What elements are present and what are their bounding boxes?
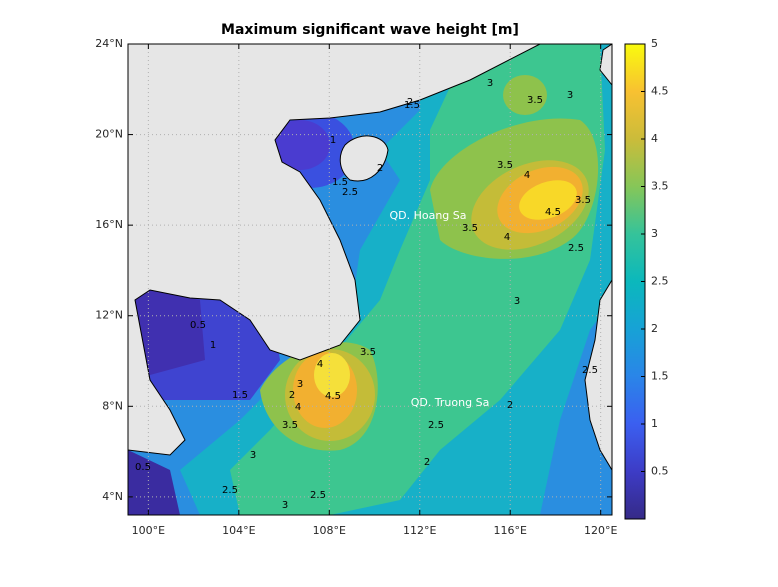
- contour-label: 3: [487, 78, 493, 89]
- contour-label: 2: [407, 97, 413, 108]
- y-tick-label: 16°N: [95, 218, 123, 231]
- colorbar-tick-label: 5: [651, 37, 658, 50]
- map-title: Maximum significant wave height [m]: [221, 22, 519, 38]
- contour-label: 2.5: [342, 187, 358, 198]
- contour-label: 1: [210, 340, 216, 351]
- contour-label: 3: [567, 90, 573, 101]
- contour-label: 1.5: [332, 177, 348, 188]
- y-tick-label: 12°N: [95, 309, 123, 322]
- contour-label: 3: [297, 379, 303, 390]
- level-fill: [128, 285, 205, 375]
- contour-label: 2.5: [310, 490, 326, 501]
- contour-label: 3.5: [462, 223, 478, 234]
- contour-label: 2: [424, 457, 430, 468]
- x-tick-label: 108°E: [313, 524, 346, 537]
- y-tick-label: 4°N: [102, 490, 123, 503]
- contour-label: 3: [250, 450, 256, 461]
- contour-label: 2: [289, 390, 295, 401]
- level-fill: [503, 75, 547, 115]
- ticks: 100°E 104°E 108°E 112°E 116°E 120°E 4°N 8°N 12°N…: [95, 37, 668, 537]
- x-tick-label: 100°E: [132, 524, 165, 537]
- contour-label: 2: [507, 400, 513, 411]
- colorbar-tick-label: 2: [651, 322, 658, 335]
- contour-label: 4: [504, 232, 510, 243]
- contour-label: 3.5: [497, 160, 513, 171]
- y-tick-label: 8°N: [102, 399, 123, 412]
- contour-label: 2.5: [222, 485, 238, 496]
- level-fill: [270, 120, 330, 170]
- contour-label: 0.5: [135, 462, 151, 473]
- x-tick-label: 104°E: [222, 524, 255, 537]
- island: [339, 135, 389, 182]
- place-label: QD. Truong Sa: [411, 396, 490, 409]
- contour-label: 3.5: [282, 420, 298, 431]
- contour-label: 4: [295, 402, 301, 413]
- colorbar-tick-label: 1: [651, 417, 658, 430]
- contour-label: 3.5: [527, 95, 543, 106]
- level-fill: [128, 450, 180, 515]
- x-tick-label: 112°E: [403, 524, 436, 537]
- contour-label: 3.5: [360, 347, 376, 358]
- contour-label: 3: [282, 500, 288, 511]
- contour-label: 4: [317, 359, 323, 370]
- contour-label: 3: [514, 296, 520, 307]
- x-tick-label: 116°E: [493, 524, 526, 537]
- contour-label: 2: [377, 163, 383, 174]
- contour-label: 4.5: [545, 207, 561, 218]
- y-tick-label: 20°N: [95, 128, 123, 141]
- colorbar-tick-label: 4.5: [651, 85, 669, 98]
- contour-label: 4: [524, 170, 530, 181]
- island: [599, 44, 612, 86]
- x-tick-label: 120°E: [584, 524, 617, 537]
- colorbar-tick-label: 3.5: [651, 180, 669, 193]
- place-label: QD. Hoang Sa: [389, 209, 466, 222]
- contour-label: 0.5: [190, 320, 206, 331]
- contour-label: 1: [330, 135, 336, 146]
- contour-label: 1.5: [232, 390, 248, 401]
- axes-box: [127, 43, 613, 516]
- colorbar-tick-label: 4: [651, 132, 658, 145]
- level-fill: [314, 353, 350, 397]
- contour-label: 4.5: [325, 391, 341, 402]
- contour-label: 1.5: [404, 100, 420, 111]
- contour-label: 2.5: [568, 243, 584, 254]
- contour-label: 2.5: [582, 365, 598, 376]
- colorbar-tick-label: 3: [651, 227, 658, 240]
- colorbar-tick-label: 0.5: [651, 465, 669, 478]
- grid: [128, 44, 612, 515]
- contour-label: 3.5: [575, 195, 591, 206]
- island: [584, 279, 612, 471]
- y-tick-label: 24°N: [95, 37, 123, 50]
- colorbar-tick-label: 1.5: [651, 370, 669, 383]
- level-fill: [519, 180, 577, 220]
- contour-label: 2.5: [428, 420, 444, 431]
- colorbar-tick-label: 2.5: [651, 275, 669, 288]
